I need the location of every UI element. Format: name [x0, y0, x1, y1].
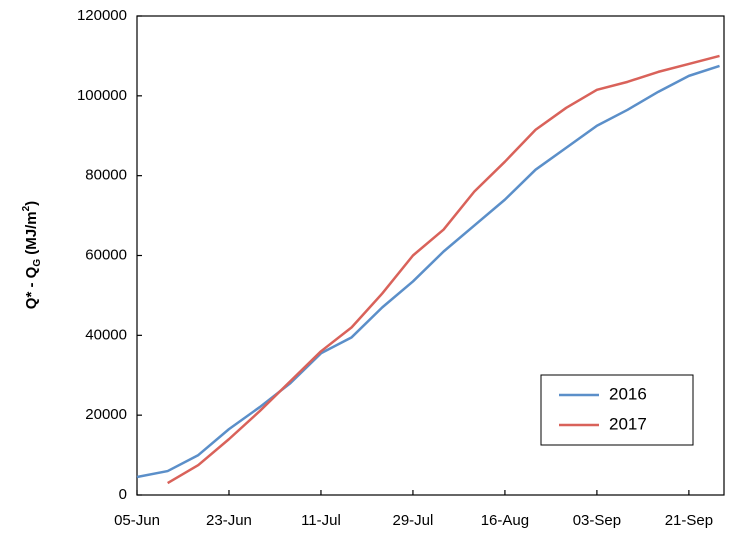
x-tick-label: 03-Sep — [573, 512, 621, 529]
legend-label: 2017 — [609, 414, 647, 433]
y-tick-label: 20000 — [85, 406, 127, 423]
x-tick-label: 16-Aug — [481, 512, 529, 529]
x-tick-label: 05-Jun — [114, 512, 160, 529]
y-label-sub: G — [32, 259, 43, 267]
y-tick-label: 60000 — [85, 246, 127, 263]
y-label-part: Q* - Q — [23, 266, 40, 309]
legend-box — [540, 374, 694, 446]
y-label-part: (MJ/m — [23, 211, 40, 259]
y-tick-label: 80000 — [85, 167, 127, 184]
x-tick-label: 11-Jul — [301, 512, 341, 529]
x-tick-label: 21-Sep — [665, 512, 713, 529]
y-tick-label: 0 — [119, 486, 127, 503]
x-tick-label: 29-Jul — [393, 512, 434, 529]
y-label-part: ) — [23, 201, 40, 206]
series-line — [136, 64, 720, 479]
x-tick-label: 23-Jun — [206, 512, 252, 529]
y-tick-label: 120000 — [77, 7, 127, 24]
y-label-sup: 2 — [21, 205, 32, 211]
legend-label: 2016 — [609, 384, 647, 403]
y-axis-label: Q* - QG (MJ/m2) — [21, 201, 43, 309]
series-line — [167, 54, 720, 485]
y-tick-label: 40000 — [85, 326, 127, 343]
y-tick-label: 100000 — [77, 87, 127, 104]
